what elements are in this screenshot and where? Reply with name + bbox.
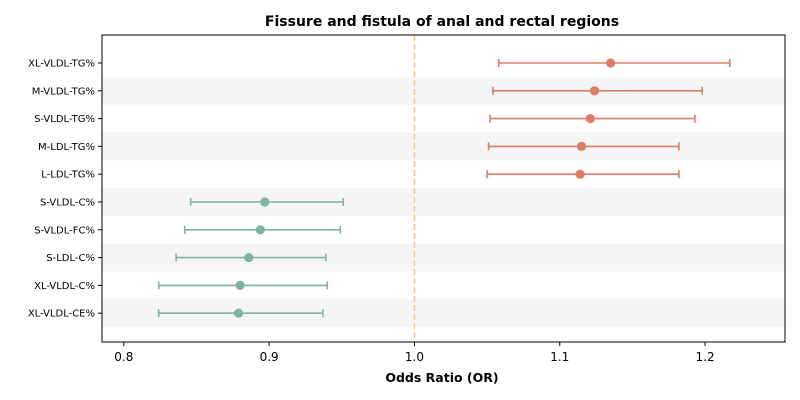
or-point: [575, 169, 585, 179]
or-point: [244, 253, 254, 263]
or-marks: [157, 58, 731, 318]
y-tick-label: S-LDL-C%: [46, 253, 95, 264]
y-tick-labels: XL-VLDL-TG% M-VLDL-TG% S-VLDL-TG% M-LDL-TG%…: [28, 59, 102, 320]
chart-title: Fissure and fistula of anal and rectal r…: [265, 14, 619, 30]
row-band: [102, 132, 785, 161]
or-point: [590, 86, 600, 96]
y-tick-label: S-VLDL-FC%: [34, 225, 95, 236]
x-ticks: 0.8 0.9 1.0 1.1 1.2: [114, 342, 715, 364]
x-tick-label: 1.2: [696, 350, 715, 364]
or-point: [235, 280, 245, 290]
y-tick-label: M-LDL-TG%: [38, 142, 95, 153]
y-tick-label: L-LDL-TG%: [41, 170, 95, 181]
or-point: [255, 225, 265, 235]
x-tick-label: 1.0: [405, 350, 424, 364]
x-tick-label: 0.9: [260, 350, 279, 364]
y-tick-label: XL-VLDL-C%: [34, 281, 95, 292]
axes-frame: [101, 34, 786, 343]
y-tick-label: M-VLDL-TG%: [32, 86, 95, 97]
or-point: [585, 114, 595, 124]
y-tick-label: XL-VLDL-TG%: [28, 59, 95, 70]
or-point: [260, 197, 270, 207]
x-axis-label: Odds Ratio (OR): [385, 370, 498, 385]
x-tick-label: 1.1: [550, 350, 569, 364]
x-tick-label: 0.8: [114, 350, 133, 364]
y-tick-label: S-VLDL-C%: [40, 198, 95, 209]
or-point: [234, 308, 244, 318]
y-tick-label: S-VLDL-TG%: [34, 114, 95, 125]
or-point: [576, 141, 587, 151]
y-tick-label: XL-VLDL-CE%: [28, 309, 95, 320]
or-point: [606, 58, 616, 68]
